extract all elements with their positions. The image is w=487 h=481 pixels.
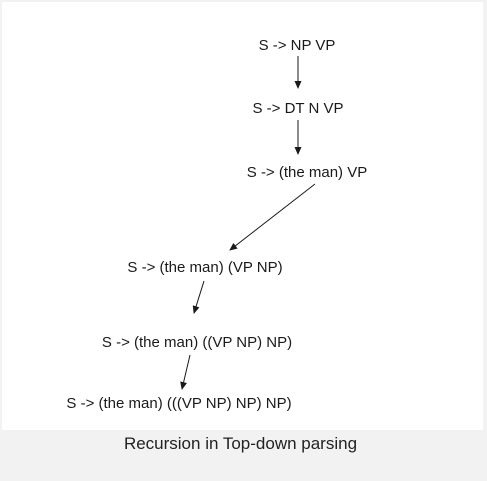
node-6: S -> (the man) (((VP NP) NP) NP) xyxy=(66,395,291,412)
diagram-figure: S -> NP VP S -> DT N VP S -> (the man) V… xyxy=(2,2,483,430)
node-4: S -> (the man) (VP NP) xyxy=(127,259,282,276)
node-1: S -> NP VP xyxy=(259,37,336,54)
arrow-3 xyxy=(229,183,316,251)
parse-derivation-diagram: S -> NP VP S -> DT N VP S -> (the man) V… xyxy=(66,37,367,412)
arrow-5 xyxy=(180,354,191,390)
node-5: S -> (the man) ((VP NP) NP) xyxy=(102,334,292,351)
node-3: S -> (the man) VP xyxy=(247,164,367,181)
arrow-4 xyxy=(192,280,205,314)
node-2: S -> DT N VP xyxy=(253,100,344,117)
figure-caption: Recursion in Top-down parsing xyxy=(123,434,358,453)
